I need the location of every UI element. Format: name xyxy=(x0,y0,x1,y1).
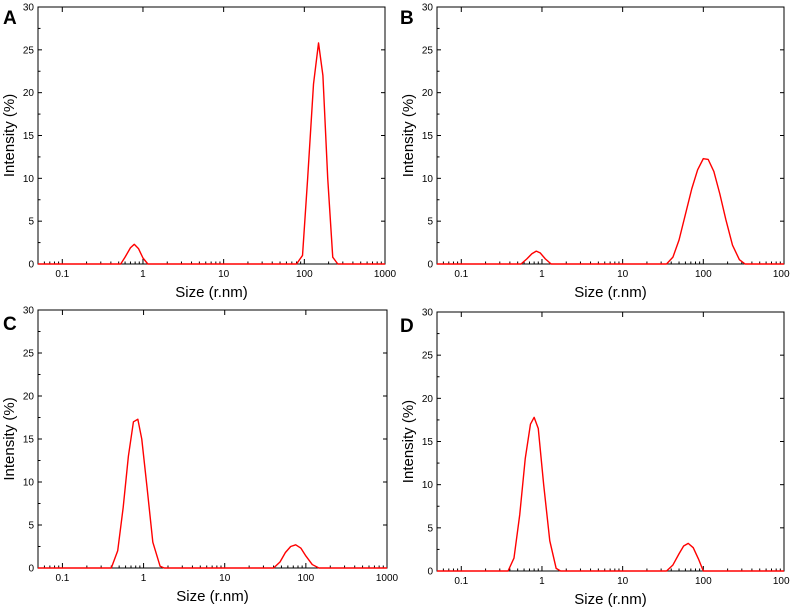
x-axis-title: Size (r.nm) xyxy=(175,284,248,301)
intensity-series-line xyxy=(38,42,385,265)
y-tick-label: 0 xyxy=(427,567,433,578)
x-tick-label: 10 xyxy=(219,573,231,584)
x-tick-label: 1000 xyxy=(376,573,399,584)
panel-letter: A xyxy=(3,8,17,29)
y-axis-title: Intensity (%) xyxy=(1,397,18,480)
y-tick-label: 0 xyxy=(28,564,34,575)
y-tick-label: 30 xyxy=(422,3,434,14)
chart-panel-c: C 0 5 10 15 20 25 30 0.1 1 10 100 1000 Size (r.nm) Int… xyxy=(1,306,399,606)
y-tick-label: 10 xyxy=(23,174,35,185)
y-tick-label: 5 xyxy=(427,523,433,534)
intensity-series-line xyxy=(38,418,387,569)
panel-letter: D xyxy=(400,316,414,337)
x-tick-label: 10 xyxy=(218,269,230,280)
y-tick-label: 25 xyxy=(422,351,434,362)
y-tick-label: 15 xyxy=(422,131,434,142)
x-tick-label: 0.1 xyxy=(454,576,468,587)
y-tick-label: 0 xyxy=(427,260,433,271)
x-axis-title: Size (r.nm) xyxy=(574,591,647,608)
x-tick-label: 0.1 xyxy=(454,269,468,280)
x-tick-label: 1 xyxy=(539,269,545,280)
y-axis-title: Intensity (%) xyxy=(1,94,18,177)
x-tick-label: 100 xyxy=(695,576,712,587)
x-tick-label: 0.1 xyxy=(55,269,69,280)
x-axis-title: Size (r.nm) xyxy=(176,588,249,605)
x-tick-label: 100 xyxy=(298,573,315,584)
plot-frame xyxy=(436,311,785,572)
intensity-series-line xyxy=(437,416,784,572)
x-tick-label: 100 xyxy=(296,269,313,280)
y-tick-label: 25 xyxy=(422,45,434,56)
y-tick-label: 10 xyxy=(422,480,434,491)
x-tick-label: 1 xyxy=(140,269,146,280)
x-tick-label: 1 xyxy=(141,573,147,584)
y-tick-label: 10 xyxy=(422,174,434,185)
y-tick-label: 20 xyxy=(23,88,35,99)
x-tick-label: 1000 xyxy=(773,269,790,280)
x-tick-label: 0.1 xyxy=(55,573,69,584)
y-tick-label: 25 xyxy=(23,45,35,56)
y-tick-label: 25 xyxy=(23,349,35,360)
y-tick-label: 20 xyxy=(422,88,434,99)
y-tick-label: 15 xyxy=(422,437,434,448)
plot-frame xyxy=(37,6,386,265)
y-tick-label: 20 xyxy=(422,394,434,405)
chart-panel-b: B 0 5 10 15 20 25 30 0.1 1 10 100 1000 Size (r.nm) Int… xyxy=(400,3,790,302)
x-tick-label: 10 xyxy=(617,576,629,587)
y-tick-label: 15 xyxy=(23,435,35,446)
x-tick-label: 1000 xyxy=(773,576,790,587)
y-tick-label: 20 xyxy=(23,392,35,403)
y-tick-label: 5 xyxy=(28,521,34,532)
y-tick-label: 30 xyxy=(23,3,35,14)
chart-panel-a: A 0 5 10 15 20 25 30 0.1 1 10 100 1000 Size (r.nm) Int… xyxy=(1,3,397,302)
plot-frame xyxy=(37,309,388,569)
y-tick-label: 30 xyxy=(422,308,434,319)
y-tick-label: 0 xyxy=(28,260,34,271)
y-axis-title: Intensity (%) xyxy=(400,400,417,483)
y-tick-label: 5 xyxy=(427,217,433,228)
panel-letter: B xyxy=(400,8,414,29)
x-tick-label: 1000 xyxy=(374,269,397,280)
plot-frame xyxy=(436,6,785,265)
y-axis-title: Intensity (%) xyxy=(400,94,417,177)
x-axis-title: Size (r.nm) xyxy=(574,284,647,301)
y-tick-label: 15 xyxy=(23,131,35,142)
y-tick-label: 10 xyxy=(23,478,35,489)
x-tick-label: 100 xyxy=(695,269,712,280)
panel-letter: C xyxy=(3,314,17,335)
x-tick-label: 10 xyxy=(617,269,629,280)
x-tick-label: 1 xyxy=(539,576,545,587)
y-tick-label: 30 xyxy=(23,306,35,317)
y-tick-label: 5 xyxy=(28,217,34,228)
chart-panel-d: D 0 5 10 15 20 25 30 0.1 1 10 100 1000 Size (r.nm) Int… xyxy=(400,308,790,608)
intensity-series-line xyxy=(437,157,784,265)
